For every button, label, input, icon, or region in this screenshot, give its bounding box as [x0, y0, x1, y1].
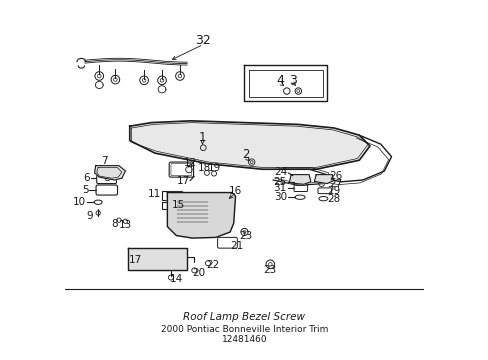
- Text: 5: 5: [81, 185, 88, 195]
- Text: 30: 30: [274, 192, 287, 202]
- Text: 20: 20: [192, 267, 205, 278]
- Polygon shape: [244, 65, 326, 101]
- Text: 3: 3: [288, 74, 296, 87]
- Text: 19: 19: [207, 163, 220, 173]
- Text: 18: 18: [197, 163, 210, 173]
- Bar: [162, 191, 182, 200]
- Text: 8: 8: [111, 219, 118, 229]
- Text: 12481460: 12481460: [221, 335, 267, 344]
- Text: 22: 22: [206, 260, 219, 270]
- Polygon shape: [289, 175, 310, 184]
- Text: 23: 23: [239, 231, 252, 240]
- Text: 21: 21: [229, 241, 243, 251]
- Text: 11: 11: [148, 189, 161, 199]
- Text: 17: 17: [128, 255, 142, 265]
- Text: Roof Lamp Bezel Screw: Roof Lamp Bezel Screw: [183, 312, 305, 322]
- Text: 6: 6: [83, 173, 89, 183]
- Text: 2: 2: [242, 148, 249, 161]
- Text: 13: 13: [119, 220, 132, 230]
- Text: 2000 Pontiac Bonneville Interior Trim: 2000 Pontiac Bonneville Interior Trim: [161, 325, 327, 334]
- Polygon shape: [128, 248, 187, 270]
- Text: 12: 12: [183, 158, 197, 168]
- Text: 24: 24: [274, 167, 287, 177]
- Text: 9: 9: [86, 211, 93, 221]
- Text: 14: 14: [169, 274, 183, 284]
- Bar: [176, 199, 208, 225]
- Text: 28: 28: [326, 194, 339, 204]
- Text: 29: 29: [326, 186, 339, 196]
- Text: 10: 10: [73, 197, 86, 207]
- Text: 1: 1: [199, 131, 206, 144]
- Text: 23: 23: [263, 265, 276, 275]
- Polygon shape: [129, 121, 369, 169]
- Bar: [129, 250, 185, 269]
- Text: 17: 17: [177, 176, 190, 186]
- Text: 32: 32: [195, 34, 211, 48]
- Bar: [162, 202, 182, 210]
- Text: 7: 7: [101, 156, 107, 166]
- Polygon shape: [94, 166, 125, 180]
- Text: 26: 26: [328, 171, 342, 181]
- Text: 4: 4: [276, 74, 284, 87]
- Text: 15: 15: [171, 200, 184, 210]
- Text: 27: 27: [328, 179, 342, 189]
- Polygon shape: [314, 175, 333, 184]
- Polygon shape: [167, 193, 235, 238]
- Text: 31: 31: [273, 183, 286, 193]
- Text: 16: 16: [228, 186, 242, 197]
- Text: 25: 25: [273, 177, 286, 187]
